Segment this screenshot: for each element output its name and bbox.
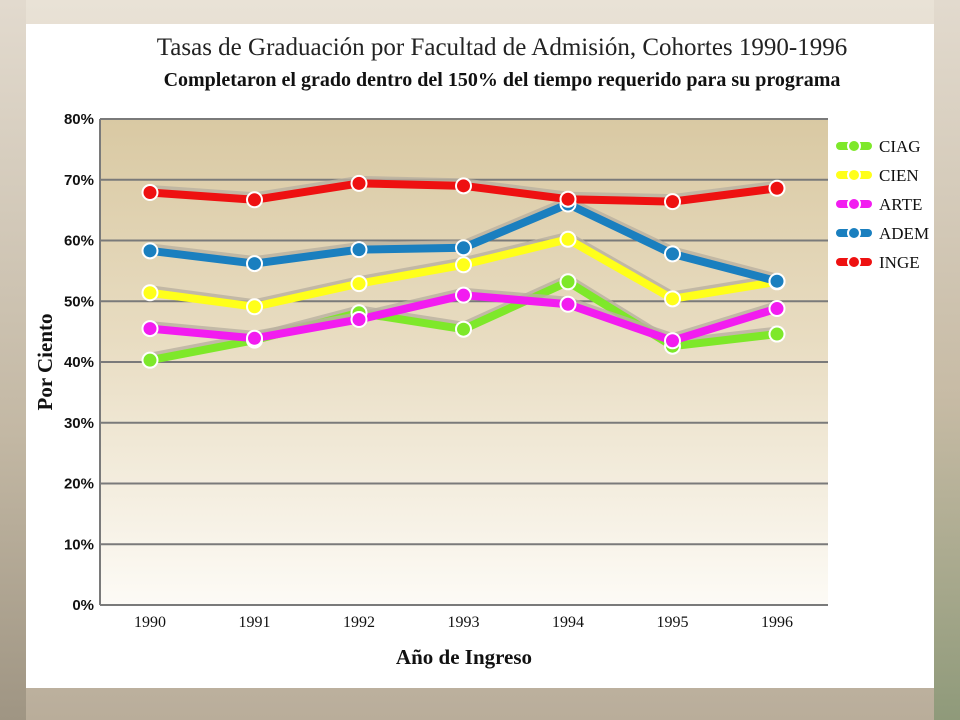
- data-point-cien: [246, 298, 263, 316]
- data-point-inge: [768, 179, 786, 197]
- chart-subtitle: Completaron el grado dentro del 150% del…: [164, 69, 841, 91]
- data-point-inge: [246, 191, 263, 209]
- x-tick-label: 1991: [239, 614, 271, 631]
- y-tick-label: 10%: [64, 536, 94, 553]
- data-point-adem: [246, 255, 263, 273]
- data-point-adem: [350, 241, 368, 259]
- y-tick-label: 70%: [64, 172, 94, 189]
- data-point-adem: [664, 245, 681, 263]
- x-tick-labels: 1990 1991 1992 1993 1994 1995 1996: [134, 614, 793, 631]
- legend-label-arte: ARTE: [879, 195, 922, 214]
- data-point-arte: [141, 320, 159, 338]
- legend-marker-inge: [847, 255, 861, 269]
- slide-background-right: [934, 0, 960, 720]
- x-axis-label: Año de Ingreso: [396, 645, 532, 669]
- legend-marker-ciag: [847, 139, 861, 153]
- x-tick-label: 1990: [134, 614, 166, 631]
- x-tick-label: 1995: [657, 614, 689, 631]
- line-chart: Tasas de Graduación por Facultad de Admi…: [33, 34, 929, 669]
- data-point-arte: [455, 286, 472, 304]
- x-tick-label: 1992: [343, 614, 375, 631]
- legend-marker-arte: [847, 197, 861, 211]
- data-point-inge: [350, 174, 368, 192]
- data-point-arte: [246, 329, 263, 347]
- data-point-cien: [664, 290, 681, 308]
- data-point-adem: [141, 242, 159, 260]
- slide-background-left: [0, 0, 26, 720]
- data-point-arte: [350, 310, 368, 328]
- data-point-ciag: [141, 351, 159, 369]
- data-point-cien: [141, 284, 159, 302]
- chart-panel: Tasas de Graduación por Facultad de Admi…: [26, 24, 934, 688]
- data-point-cien: [559, 230, 577, 248]
- x-tick-label: 1993: [448, 614, 480, 631]
- legend-label-adem: ADEM: [879, 224, 929, 243]
- data-point-inge: [559, 190, 577, 208]
- data-point-arte: [559, 295, 577, 313]
- legend-label-ciag: CIAG: [879, 137, 921, 156]
- y-tick-label: 20%: [64, 476, 94, 493]
- y-axis-label: Por Ciento: [33, 313, 57, 410]
- data-point-arte: [664, 332, 681, 350]
- data-point-adem: [455, 239, 472, 257]
- y-tick-label: 60%: [64, 233, 94, 250]
- legend: CIAG CIEN ARTE ADEM INGE: [836, 137, 929, 272]
- legend-marker-cien: [847, 168, 861, 182]
- y-tick-labels: 0% 10% 20% 30% 40% 50% 60% 70% 80%: [64, 111, 94, 614]
- data-point-inge: [141, 184, 159, 202]
- data-point-cien: [455, 256, 472, 274]
- data-point-inge: [664, 193, 681, 211]
- y-tick-label: 0%: [72, 597, 94, 614]
- data-point-ciag: [455, 320, 472, 338]
- x-tick-label: 1994: [552, 614, 584, 631]
- data-point-inge: [455, 177, 472, 195]
- y-tick-label: 40%: [64, 354, 94, 371]
- legend-label-cien: CIEN: [879, 166, 919, 185]
- x-tick-label: 1996: [761, 614, 793, 631]
- y-tick-label: 80%: [64, 111, 94, 128]
- data-point-adem: [768, 272, 786, 290]
- chart-title: Tasas de Graduación por Facultad de Admi…: [157, 34, 847, 61]
- series-lines: [141, 174, 786, 369]
- legend-label-inge: INGE: [879, 253, 920, 272]
- y-tick-label: 30%: [64, 415, 94, 432]
- data-point-ciag: [559, 273, 577, 291]
- data-point-cien: [350, 275, 368, 293]
- data-point-ciag: [768, 325, 786, 343]
- y-tick-label: 50%: [64, 293, 94, 310]
- legend-marker-adem: [847, 226, 861, 240]
- data-point-arte: [768, 300, 786, 318]
